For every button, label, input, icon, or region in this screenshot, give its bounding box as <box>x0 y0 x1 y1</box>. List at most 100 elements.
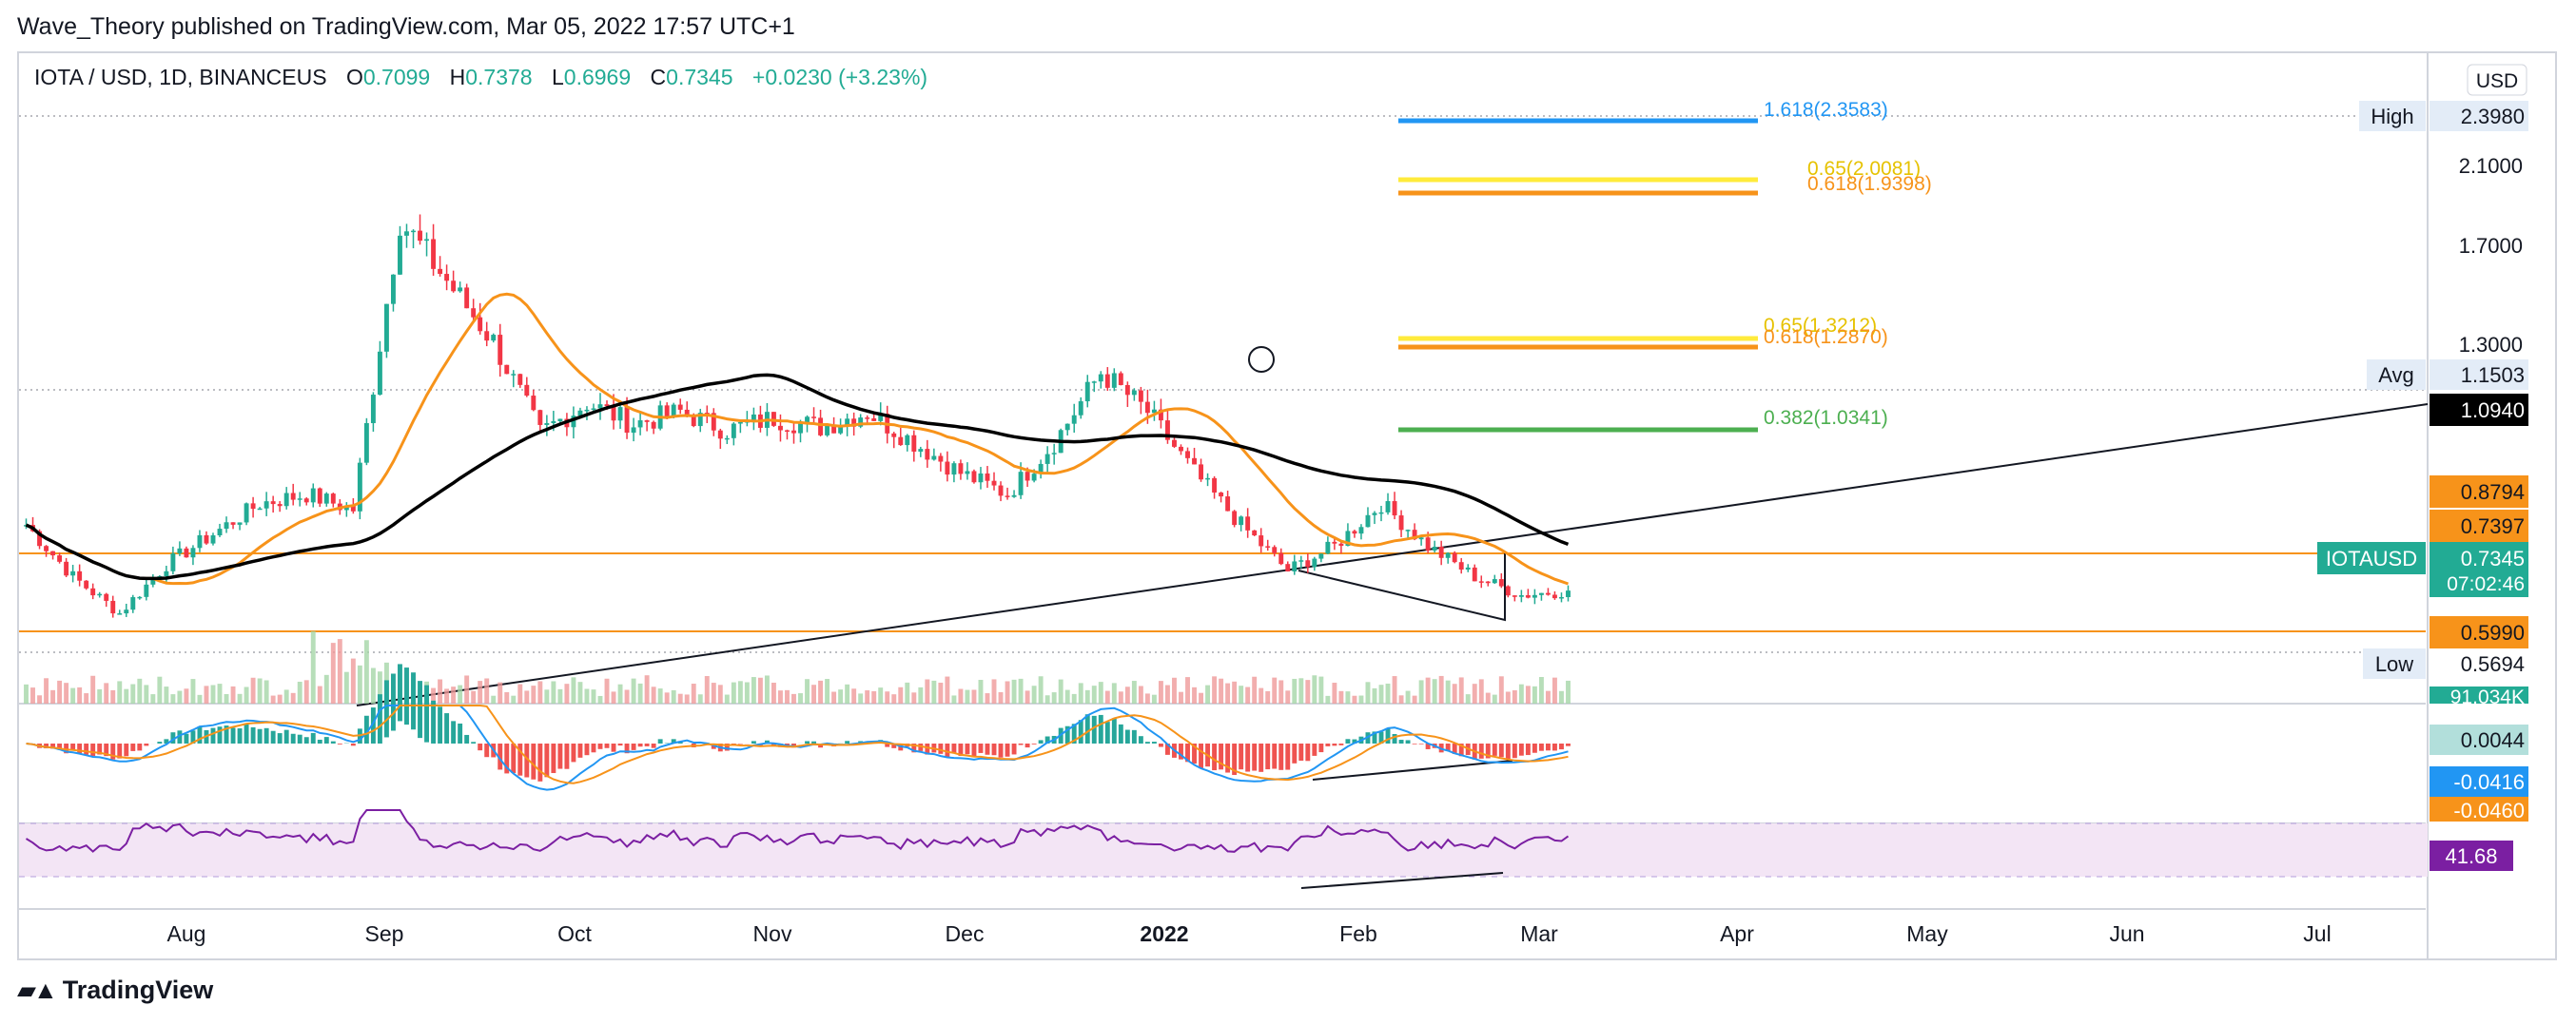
macd-histogram-bar <box>57 744 63 750</box>
macd-histogram-bar <box>724 744 730 751</box>
volume-bar <box>1111 683 1117 704</box>
volume-bar <box>624 689 630 704</box>
macd-histogram-bar <box>1292 744 1298 764</box>
volume-bar <box>323 674 329 704</box>
macd-histogram-bar <box>270 730 276 744</box>
macd-histogram-bar <box>363 715 369 744</box>
candle-body <box>1372 512 1377 515</box>
volume-bar <box>110 689 116 704</box>
candle-body <box>130 597 136 610</box>
macd-histogram-bar <box>1272 744 1278 769</box>
volume-bar <box>938 682 944 704</box>
candle-body <box>691 415 696 427</box>
volume-bar <box>1025 690 1030 704</box>
volume-bar <box>1525 686 1531 704</box>
macd-histogram-bar <box>1485 744 1491 759</box>
macd-histogram-bar <box>945 744 950 758</box>
volume-bar <box>1179 691 1183 704</box>
fib-label-065-high: 0.65(2.0081) <box>1807 158 1921 180</box>
macd-histogram-bar <box>263 727 269 744</box>
symbol-label: IOTA / USD, 1D, BINANCEUS <box>34 65 327 89</box>
macd-histogram-bar <box>330 741 336 744</box>
price-candles <box>24 214 1571 618</box>
volume-bar <box>458 685 463 704</box>
level-price-value: 0.7397 <box>2461 514 2525 538</box>
candle-body <box>1038 463 1044 474</box>
volume-bar <box>498 682 503 704</box>
macd-histogram-bar <box>317 739 322 744</box>
macd-histogram-bar <box>1111 718 1117 744</box>
candle-body <box>124 609 129 614</box>
macd-histogram-bar <box>224 725 229 744</box>
volume-bar <box>1151 694 1157 704</box>
candle-body <box>484 331 490 341</box>
volume-bar <box>664 692 670 704</box>
candle-body <box>1278 552 1284 565</box>
macd-signal-value: -0.0460 <box>2453 799 2525 822</box>
candle-body <box>50 551 56 556</box>
y-tick-label: 1.7000 <box>2459 234 2523 258</box>
candle-body <box>418 230 422 242</box>
low-key: L <box>552 65 564 89</box>
macd-histogram-bar <box>237 728 243 744</box>
candle-body <box>1418 537 1424 540</box>
macd-line-value: -0.0416 <box>2453 770 2525 794</box>
macd-histogram-bar <box>524 744 530 778</box>
volume-tag <box>2430 687 2528 704</box>
macd-histogram-bar <box>965 744 970 755</box>
volume-bar <box>283 689 289 704</box>
volume-bar <box>691 684 696 704</box>
tradingview-brand[interactable]: ▰▲ TradingView <box>17 976 213 1005</box>
candle-body <box>1292 561 1298 571</box>
candle-body <box>631 427 636 434</box>
macd-histogram-bar <box>1559 744 1564 750</box>
support-price-tag <box>2430 616 2528 648</box>
volume-bar <box>1378 685 1384 704</box>
macd-histogram-bar <box>383 680 389 738</box>
candle-body <box>270 501 276 505</box>
candle-body <box>1232 511 1238 526</box>
volume-bar <box>1405 690 1411 704</box>
candle-body <box>411 230 416 233</box>
volume-bar <box>531 686 537 704</box>
volume-bar <box>617 684 623 704</box>
macd-line-tag <box>2430 766 2528 797</box>
macd-histogram-bar <box>1158 744 1163 747</box>
macd-histogram-bar <box>1259 744 1264 772</box>
ohlc-legend: IOTA / USD, 1D, BINANCEUS O0.7099 H0.737… <box>34 65 927 90</box>
volume-bar <box>1532 686 1537 704</box>
bar-countdown: 07:02:46 <box>2447 573 2525 595</box>
candle-body <box>918 449 924 452</box>
volume-bar <box>978 680 984 704</box>
volume-bar <box>1071 693 1077 704</box>
candle-body <box>1098 374 1103 382</box>
macd-histogram-bar <box>517 744 523 776</box>
last-price-value: 0.7345 <box>2461 547 2525 571</box>
candle-body <box>1124 384 1130 396</box>
currency-label: USD <box>2476 70 2518 92</box>
candle-body <box>451 280 457 292</box>
macd-histogram-bar <box>611 744 616 752</box>
volume-bar <box>1212 676 1218 704</box>
candle-body <box>1104 374 1110 388</box>
volume-bar <box>644 675 650 704</box>
volume-bar <box>1305 680 1311 704</box>
candle-body <box>197 534 203 549</box>
chart-frame <box>17 51 2557 960</box>
fib-label-0382: 0.382(1.0341) <box>1764 407 1888 429</box>
macd-histogram-bar <box>751 741 756 744</box>
volume-bar <box>637 683 643 704</box>
high-price-tag <box>2430 101 2528 131</box>
candle-body <box>537 410 543 425</box>
volume-bar <box>230 686 236 704</box>
candle-body <box>671 404 676 416</box>
volume-bar <box>1232 681 1238 704</box>
candle-body <box>1305 560 1311 568</box>
currency-badge[interactable] <box>2467 64 2527 96</box>
volume-bar <box>244 687 249 704</box>
volume-bar <box>1465 694 1471 704</box>
candle-body <box>1192 457 1197 465</box>
macd-histogram-bar <box>1372 731 1377 744</box>
volume-bar <box>1172 677 1177 704</box>
